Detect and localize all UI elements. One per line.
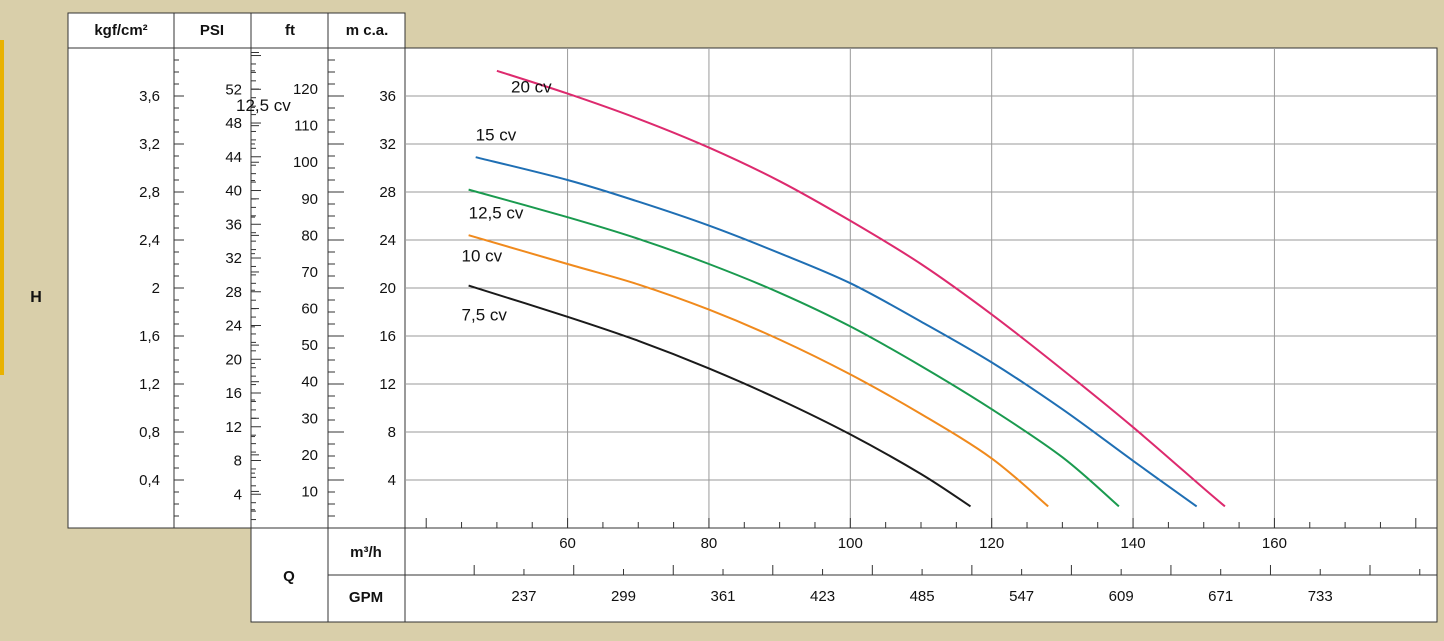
x-tick-label: 160 [1262, 535, 1287, 552]
label-q: Q [283, 568, 295, 585]
mca-tick-label: 8 [388, 424, 396, 441]
x-axis: 60 80 100 120 140 160 237 299 361 423 485 547 609 671… [425, 518, 1421, 605]
mca-tick-label: 16 [379, 328, 396, 345]
mca-tick-label: 28 [379, 184, 396, 201]
curve-1 [475, 156, 1198, 508]
gpm-tick-label: 361 [711, 588, 736, 605]
kgf-tick-label: 1,6 [139, 328, 160, 345]
kgf-tick-label: 1,2 [139, 376, 160, 393]
psi-tick-label: 16 [225, 385, 242, 402]
stray-label: 12,5 cv [236, 96, 291, 115]
scales: 48121620242832363,63,22,82,421,61,20,80,… [139, 52, 396, 521]
ft-tick-label: 80 [301, 227, 318, 244]
mca-tick-label: 4 [388, 472, 396, 489]
psi-tick-label: 48 [225, 115, 242, 132]
ft-tick-label: 90 [301, 191, 318, 208]
curve-3 [468, 234, 1049, 508]
header-kgf: kgf/cm² [94, 22, 147, 39]
label-gpm: GPM [349, 589, 383, 606]
scale-columns [67, 47, 406, 529]
gpm-tick-label: 423 [810, 588, 835, 605]
ft-tick-label: 10 [301, 483, 318, 500]
ft-tick-label: 110 [294, 118, 318, 135]
gpm-tick-label: 547 [1009, 588, 1034, 605]
ft-tick-label: 20 [301, 447, 318, 464]
psi-tick-label: 44 [225, 149, 242, 166]
curve-label-0: 20 cv [511, 77, 552, 96]
curve-0 [496, 69, 1226, 508]
psi-tick-label: 20 [225, 351, 242, 368]
x-tick-label: 80 [701, 535, 718, 552]
label-h: H [30, 289, 42, 306]
psi-tick-label: 12 [225, 419, 242, 436]
x-tick-label: 60 [559, 535, 576, 552]
kgf-tick-label: 0,8 [139, 424, 160, 441]
gpm-tick-label: 733 [1308, 588, 1333, 605]
ft-tick-label: 40 [301, 374, 318, 391]
header-ft: ft [285, 22, 295, 39]
ft-tick-label: 70 [301, 264, 318, 281]
ft-tick-label: 30 [301, 410, 318, 427]
header-row [67, 12, 406, 49]
gpm-tick-label: 299 [611, 588, 636, 605]
x-tick-label: 120 [979, 535, 1004, 552]
psi-tick-label: 4 [234, 486, 242, 503]
psi-tick-label: 52 [225, 81, 242, 98]
curve-2 [468, 188, 1120, 508]
curve-label-3: 10 cv [462, 247, 503, 266]
label-m3h: m³/h [350, 544, 382, 561]
mca-tick-label: 12 [379, 376, 396, 393]
gpm-tick-label: 609 [1109, 588, 1134, 605]
ft-tick-label: 50 [301, 337, 318, 354]
curve-4 [468, 284, 972, 508]
edge-stripe [0, 40, 4, 375]
x-tick-label: 100 [838, 535, 863, 552]
header-mca: m c.a. [346, 22, 389, 39]
curve-label-2: 12,5 cv [469, 203, 524, 222]
kgf-tick-label: 2,8 [139, 184, 160, 201]
mca-tick-label: 32 [379, 136, 396, 153]
ft-tick-label: 100 [293, 154, 318, 171]
kgf-tick-label: 3,2 [139, 136, 160, 153]
psi-tick-label: 36 [225, 216, 242, 233]
psi-tick-label: 24 [225, 318, 242, 335]
gpm-tick-label: 485 [910, 588, 935, 605]
psi-tick-label: 32 [225, 250, 242, 267]
curves: 20 cv 15 cv 12,5 cv 10 cv 7,5 cv [462, 69, 1226, 508]
psi-tick-label: 40 [225, 183, 242, 200]
mca-tick-label: 24 [379, 232, 396, 249]
psi-tick-label: 8 [234, 453, 242, 470]
mca-tick-label: 36 [379, 88, 396, 105]
curve-label-1: 15 cv [476, 125, 517, 144]
x-tick-label: 140 [1121, 535, 1146, 552]
gpm-tick-label: 671 [1208, 588, 1233, 605]
kgf-tick-label: 2,4 [139, 232, 160, 249]
mca-tick-label: 20 [379, 280, 396, 297]
kgf-tick-label: 3,6 [139, 88, 160, 105]
ft-tick-label: 120 [293, 81, 318, 98]
ft-tick-label: 60 [301, 301, 318, 318]
kgf-tick-label: 2 [152, 280, 160, 297]
kgf-tick-label: 0,4 [139, 472, 160, 489]
header-psi: PSI [200, 22, 224, 39]
curve-label-4: 7,5 cv [462, 305, 508, 324]
psi-tick-label: 28 [225, 284, 242, 301]
gpm-tick-label: 237 [511, 588, 536, 605]
